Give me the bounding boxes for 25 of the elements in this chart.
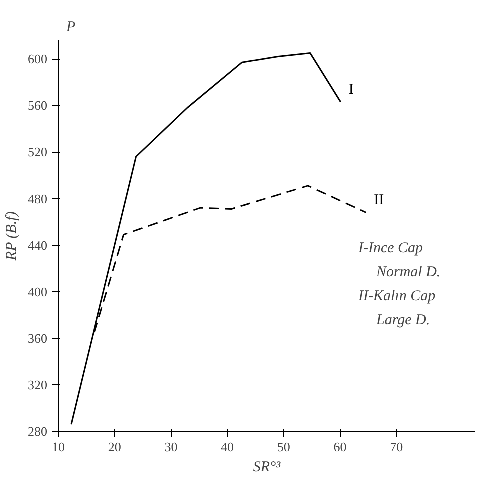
- y-tick-label: 560: [28, 98, 48, 114]
- x-axis-title: SR°³: [253, 460, 282, 476]
- y-axis-title: RP (B.f): [4, 212, 20, 262]
- y-tick-label: 360: [28, 330, 48, 346]
- annotation: Normal D.: [376, 264, 441, 280]
- x-tick-label: 60: [334, 440, 347, 454]
- text: P: [66, 20, 76, 36]
- y-tick-label: 400: [28, 284, 48, 300]
- y-tick-label: 440: [28, 238, 48, 253]
- y-tick-label: 600: [28, 52, 48, 67]
- y-tick-label: 280: [28, 424, 48, 439]
- annotation: Large D.: [376, 312, 430, 328]
- x-tick-label: 40: [221, 440, 234, 454]
- x-tick-label: 50: [277, 440, 290, 454]
- series-label: I: [348, 82, 354, 98]
- annotation: II-Kalın Cap: [358, 288, 436, 304]
- x-tick-label: 30: [164, 440, 178, 454]
- y-tick-label: 320: [28, 377, 48, 392]
- x-tick-label: 20: [108, 440, 122, 454]
- y-tick-label: 480: [28, 191, 48, 206]
- annotation: I-Ince Cap: [358, 240, 424, 256]
- x-tick-label: 10: [52, 440, 65, 454]
- series-label: II: [374, 192, 384, 209]
- y-tick-label: 520: [28, 144, 48, 160]
- x-tick-label: 70: [390, 440, 404, 454]
